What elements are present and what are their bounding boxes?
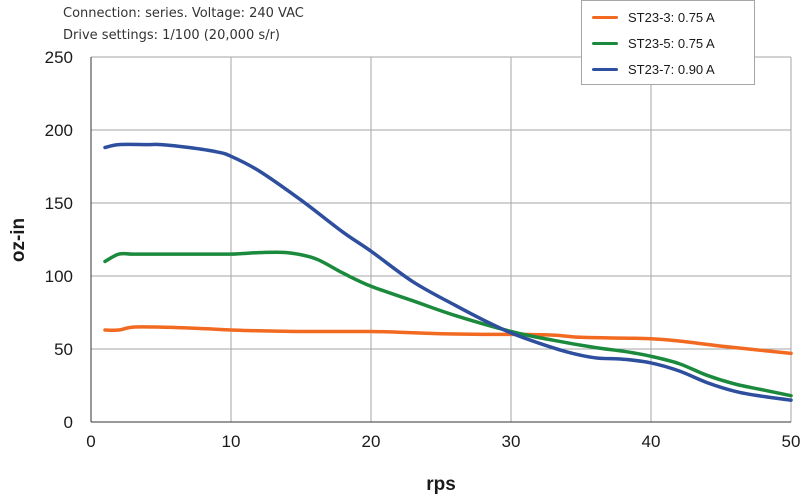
y-tick-label: 250 xyxy=(45,48,73,67)
x-axis-title: rps xyxy=(426,474,456,495)
x-tick-label: 40 xyxy=(642,432,661,451)
y-tick-label: 50 xyxy=(54,340,73,359)
legend-label: ST23-7: 0.90 A xyxy=(628,61,715,77)
legend-item-st23-7: ST23-7: 0.90 A xyxy=(592,59,715,79)
x-tick-label: 20 xyxy=(362,432,381,451)
x-tick-label: 10 xyxy=(222,432,241,451)
x-tick-label: 50 xyxy=(782,432,801,451)
y-axis-title: oz-in xyxy=(8,218,29,262)
legend-swatch xyxy=(592,67,618,71)
legend-item-st23-3: ST23-3: 0.75 A xyxy=(592,7,715,27)
legend-item-st23-5: ST23-5: 0.75 A xyxy=(592,33,715,53)
axes xyxy=(90,57,791,423)
drive-settings-note: Drive settings: 1/100 (20,000 s/r) xyxy=(63,28,281,43)
legend: ST23-3: 0.75 A ST23-5: 0.75 A ST23-7: 0.… xyxy=(581,0,755,85)
tick-labels: 0 10 20 30 40 50 0 50 100 150 200 250 xyxy=(45,48,801,451)
series-line-st23-3 xyxy=(103,325,793,356)
y-tick-label: 150 xyxy=(45,194,73,213)
x-tick-label: 0 xyxy=(86,432,95,451)
x-tick-label: 30 xyxy=(502,432,521,451)
series-lines xyxy=(103,142,793,402)
series-line-st23-5 xyxy=(103,250,793,398)
legend-swatch xyxy=(592,15,618,19)
y-tick-label: 0 xyxy=(64,413,73,432)
legend-label: ST23-5: 0.75 A xyxy=(628,35,715,51)
legend-label: ST23-3: 0.75 A xyxy=(628,9,715,25)
connection-note: Connection: series. Voltage: 240 VAC xyxy=(63,6,304,21)
series-line-st23-7 xyxy=(103,142,793,402)
y-tick-label: 100 xyxy=(45,267,73,286)
legend-swatch xyxy=(592,41,618,45)
y-tick-label: 200 xyxy=(45,121,73,140)
